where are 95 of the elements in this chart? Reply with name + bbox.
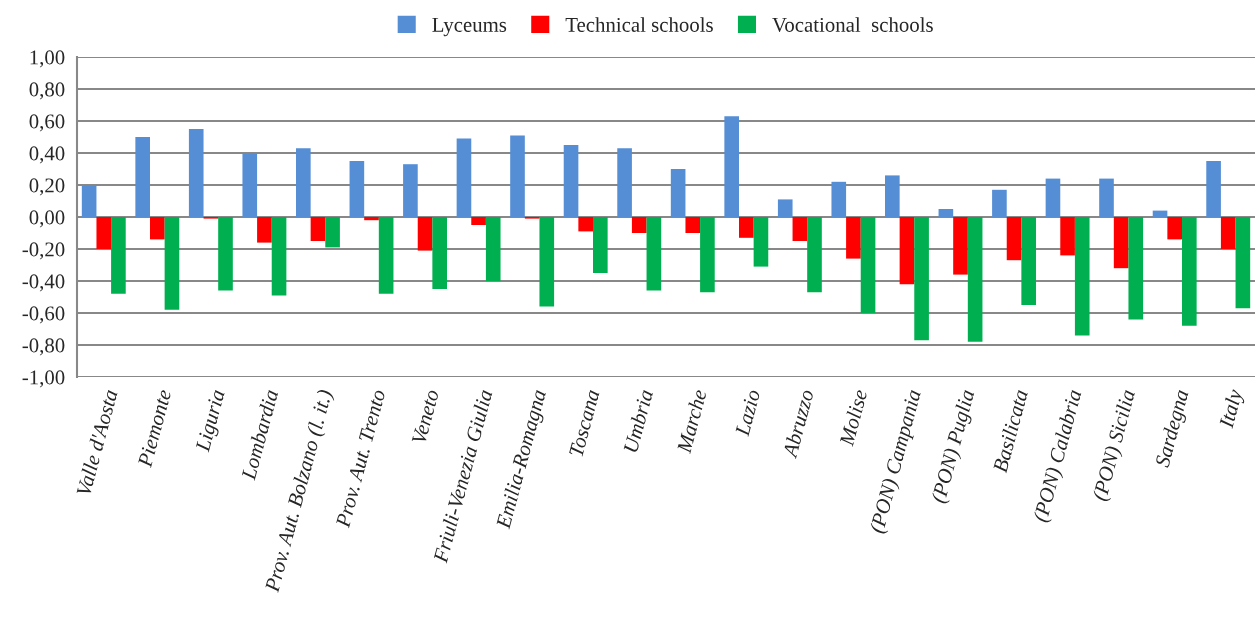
y-tick-label: -0,80: [22, 338, 65, 356]
legend-label: Lyceums: [432, 18, 507, 37]
y-tick-label: 1,00: [30, 50, 65, 68]
x-tick-label: Liguria: [195, 389, 229, 454]
bar: [510, 135, 525, 217]
y-tick-label: 0,60: [29, 114, 65, 132]
bar: [724, 116, 739, 217]
bar: [670, 169, 686, 217]
bar: [1206, 161, 1221, 217]
bar: [1006, 217, 1022, 261]
y-tick-label: -0,60: [22, 306, 65, 324]
x-tick-label: Marche: [676, 388, 707, 454]
x-tick-label: Umbria: [622, 388, 654, 453]
bar: [593, 217, 608, 273]
bar: [1113, 217, 1129, 269]
bar: [563, 145, 579, 217]
bar: [135, 137, 150, 217]
bar: [631, 217, 647, 233]
bar: [739, 217, 754, 238]
x-tick-label: Lazio: [734, 388, 761, 437]
x-tick-label: Basilicata: [992, 388, 1029, 474]
bar: [456, 138, 472, 217]
bar: [860, 217, 876, 313]
bar: [578, 217, 593, 232]
y-tick-label: 0,20: [29, 178, 65, 196]
bar: [777, 199, 793, 217]
bar: [1060, 217, 1075, 256]
bar: [271, 217, 287, 296]
bar: [792, 217, 808, 241]
bar: [432, 217, 447, 289]
bar: [417, 217, 433, 251]
y-tick-label: 0,00: [29, 210, 65, 228]
bar: [471, 217, 486, 225]
x-tick-label: Valle d'Aosta: [75, 388, 118, 497]
bar: [539, 217, 555, 307]
x-tick-label: (PON) Campania: [868, 388, 925, 535]
bar: [218, 217, 233, 291]
bar: [164, 217, 180, 310]
bar: [1074, 217, 1090, 336]
x-tick-label: Sardegna: [1154, 388, 1193, 470]
bar: [96, 217, 112, 249]
bar: [188, 129, 204, 217]
bar: [885, 175, 900, 217]
bar: [150, 217, 165, 240]
bar: [1045, 178, 1061, 217]
legend-label: Vocational schools: [772, 17, 933, 32]
bar: [111, 217, 126, 294]
bar: [1167, 217, 1182, 240]
bar: [846, 217, 861, 259]
x-tick-label: Abruzzo: [781, 388, 814, 459]
x-tick-label: Piemonte: [137, 388, 172, 469]
x-tick-label: Italy: [1218, 388, 1247, 430]
x-tick-label: Veneto: [411, 388, 440, 445]
bar: [310, 217, 326, 241]
x-tick-label: Molise: [838, 388, 868, 447]
bar: [953, 217, 968, 275]
bar: [685, 217, 701, 233]
bar: [81, 185, 97, 217]
bar: [403, 164, 418, 217]
bar: [1021, 217, 1036, 305]
bar: [914, 217, 929, 341]
x-tick-label: (PON) Sicilia: [1091, 388, 1140, 503]
bar: [257, 217, 272, 243]
bar: [1182, 217, 1197, 326]
bar: [899, 217, 915, 285]
x-tick-label: (PON) Calabria: [1032, 388, 1086, 524]
x-tick-label: (PON) Puglia: [930, 388, 979, 505]
legend-label: Technical schools: [565, 17, 713, 32]
bar: [992, 189, 1007, 217]
bar: [242, 153, 258, 217]
bar: [617, 148, 632, 217]
bar: [349, 161, 365, 217]
y-tick-label: 0,40: [29, 146, 65, 164]
bar: [646, 217, 662, 291]
bar: [325, 217, 340, 248]
bar: [1235, 217, 1251, 309]
bar: [1099, 178, 1114, 217]
bar: [753, 217, 769, 267]
bar: [700, 217, 715, 293]
bar: [296, 148, 311, 217]
y-tick-label: -0,20: [22, 242, 65, 260]
bar: [831, 181, 847, 217]
bar: [485, 217, 501, 281]
y-tick-label: -1,00: [22, 370, 65, 388]
bar: [364, 217, 379, 221]
bar: [967, 217, 983, 342]
x-tick-label: Toscana: [569, 389, 600, 457]
y-tick-label: 0,80: [29, 82, 65, 100]
bar: [1128, 217, 1144, 320]
bar: [1220, 217, 1236, 249]
bar: [378, 217, 394, 294]
x-tick-label: Prov. Aut. Trento: [335, 388, 386, 529]
y-tick-label: -0,40: [22, 274, 65, 292]
bar: [807, 217, 822, 293]
bar: [938, 209, 954, 217]
